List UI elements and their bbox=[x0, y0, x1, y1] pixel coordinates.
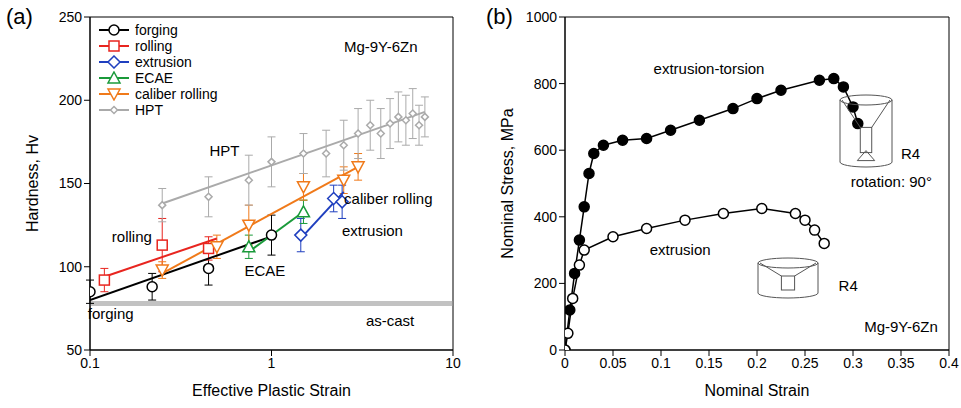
svg-text:Nominal Stress, MPa: Nominal Stress, MPa bbox=[499, 108, 516, 258]
html-text:(a): (a) bbox=[6, 4, 33, 29]
svg-text:extrusion: extrusion bbox=[650, 241, 711, 258]
svg-text:R4: R4 bbox=[839, 277, 858, 294]
svg-text:extrusion-torsion: extrusion-torsion bbox=[654, 60, 765, 77]
svg-text:200: 200 bbox=[59, 92, 83, 108]
svg-text:50: 50 bbox=[66, 342, 82, 358]
html-text:ECAE: ECAE bbox=[135, 70, 174, 86]
html-text:(b): (b) bbox=[486, 4, 513, 29]
svg-text:0.1: 0.1 bbox=[651, 355, 671, 371]
svg-text:10: 10 bbox=[445, 355, 461, 371]
svg-text:1: 1 bbox=[268, 355, 276, 371]
svg-text:Nominal Strain: Nominal Strain bbox=[705, 382, 810, 399]
svg-text:rotation: 90°: rotation: 90° bbox=[851, 173, 932, 190]
svg-text:800: 800 bbox=[534, 76, 558, 92]
svg-text:0: 0 bbox=[549, 342, 557, 358]
svg-text:Hardness, Hv: Hardness, Hv bbox=[24, 135, 41, 232]
html-text:forging: forging bbox=[135, 22, 178, 38]
svg-text:0.1: 0.1 bbox=[80, 355, 100, 371]
svg-text:extrusion: extrusion bbox=[342, 222, 403, 239]
html-text:rolling: rolling bbox=[135, 38, 173, 54]
svg-text:400: 400 bbox=[534, 209, 558, 225]
svg-text:0.4: 0.4 bbox=[939, 355, 953, 371]
svg-text:200: 200 bbox=[534, 275, 558, 291]
svg-text:Mg-9Y-6Zn: Mg-9Y-6Zn bbox=[344, 38, 418, 55]
svg-text:0.05: 0.05 bbox=[599, 355, 626, 371]
svg-text:0.3: 0.3 bbox=[843, 355, 863, 371]
svg-text:150: 150 bbox=[59, 175, 83, 191]
html-text:caliber rolling: caliber rolling bbox=[135, 86, 218, 102]
svg-text:100: 100 bbox=[59, 259, 83, 275]
html-text:HPT: HPT bbox=[135, 102, 163, 118]
svg-text:Mg-9Y-6Zn: Mg-9Y-6Zn bbox=[864, 318, 938, 335]
svg-text:caliber rolling: caliber rolling bbox=[344, 190, 432, 207]
svg-text:0.2: 0.2 bbox=[747, 355, 767, 371]
svg-text:ECAE: ECAE bbox=[244, 262, 285, 279]
svg-text:Effective Plastic Strain: Effective Plastic Strain bbox=[192, 382, 351, 399]
svg-text:0.35: 0.35 bbox=[887, 355, 914, 371]
svg-text:HPT: HPT bbox=[209, 142, 239, 159]
svg-text:as-cast: as-cast bbox=[366, 312, 415, 329]
svg-text:0.15: 0.15 bbox=[695, 355, 722, 371]
svg-text:0.25: 0.25 bbox=[791, 355, 818, 371]
html-text:extrusion: extrusion bbox=[135, 54, 192, 70]
svg-text:forging: forging bbox=[88, 305, 134, 322]
svg-text:250: 250 bbox=[59, 9, 83, 25]
svg-text:600: 600 bbox=[534, 142, 558, 158]
svg-text:1000: 1000 bbox=[526, 9, 557, 25]
svg-text:0: 0 bbox=[561, 355, 569, 371]
svg-text:R4: R4 bbox=[901, 145, 920, 162]
svg-text:rolling: rolling bbox=[112, 228, 152, 245]
